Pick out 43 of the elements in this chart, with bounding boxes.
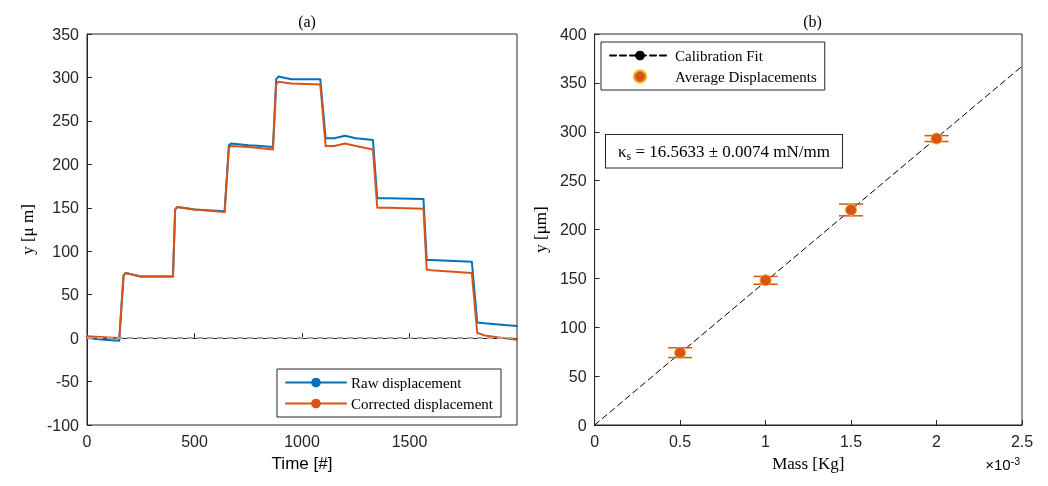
- legend-label: Corrected displacement: [350, 395, 494, 412]
- x-tick-label: 2: [932, 432, 942, 450]
- x-tick-label: 500: [181, 432, 208, 450]
- point: [759, 274, 772, 287]
- y-tick-label: 350: [559, 74, 587, 92]
- x-axis-title: Time [#]: [271, 454, 333, 473]
- y-tick-label: 150: [559, 269, 587, 287]
- legend-label: Average Displacements: [675, 68, 817, 85]
- y-tick-label: 250: [52, 112, 80, 130]
- x-tick-label: 2.5: [1010, 432, 1034, 450]
- x-tick-label: 1: [761, 432, 771, 450]
- y-tick-label: 50: [61, 286, 80, 304]
- y-tick-label: 0: [70, 329, 80, 347]
- x-tick-label: 1.5: [839, 432, 863, 450]
- y-tick-label: -100: [46, 416, 80, 434]
- point: [930, 132, 943, 145]
- x-tick-label: 0.5: [668, 432, 692, 450]
- point: [674, 346, 687, 359]
- y-tick-label: 200: [559, 221, 587, 238]
- x-tick-label: 1500: [391, 432, 428, 450]
- x-tick-label: 1000: [284, 432, 320, 450]
- y-tick-label: 0: [577, 416, 587, 434]
- y-tick-label: 200: [52, 155, 80, 173]
- y-tick-label: 250: [559, 172, 587, 190]
- y-tick-label: 100: [52, 242, 80, 260]
- y-tick-label: 400: [559, 25, 587, 43]
- point: [845, 203, 858, 216]
- y-tick-label: 300: [52, 68, 80, 86]
- y-tick-label: 50: [568, 367, 587, 385]
- x-tick-label: 0: [590, 432, 600, 450]
- y-axis-title: y [μ m]: [18, 204, 38, 255]
- legend-label: Calibration Fit: [675, 47, 764, 64]
- y-tick-label: 150: [52, 199, 80, 217]
- chart-title: (b): [803, 12, 822, 31]
- y-tick-label: 350: [52, 25, 80, 43]
- y-tick-label: 300: [559, 123, 587, 141]
- x-axis-title: Mass [Kg]: [772, 454, 845, 473]
- y-tick-label: -50: [55, 373, 80, 391]
- legend-label: Raw displacement: [350, 374, 463, 391]
- chart-title: (a): [298, 12, 316, 31]
- y-tick-label: 100: [559, 318, 587, 336]
- x-tick-label: 0: [82, 432, 92, 450]
- y-axis-title: y [μm]: [531, 206, 550, 253]
